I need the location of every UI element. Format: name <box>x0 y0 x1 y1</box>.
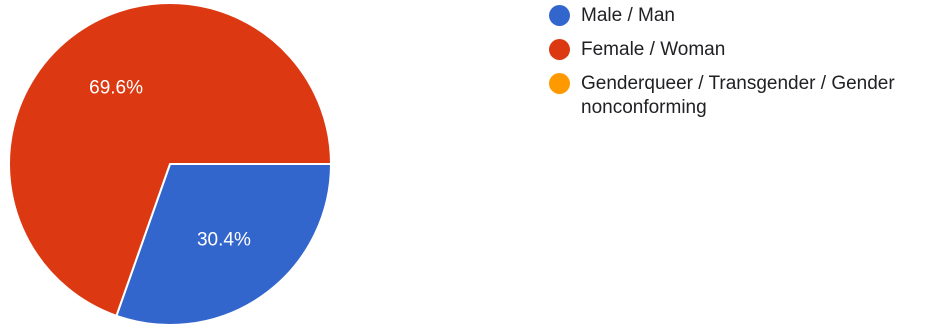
legend-item-female[interactable]: Female / Woman <box>549 38 939 62</box>
legend-swatch-genderqueer <box>549 73 570 94</box>
legend-label-female: Female / Woman <box>581 39 726 60</box>
pie-slice-male[interactable] <box>115 163 332 326</box>
legend: Male / Man Female / Woman Genderqueer / … <box>549 4 939 130</box>
legend-swatch-male <box>549 5 570 26</box>
legend-item-genderqueer[interactable]: Genderqueer / Transgender / Gender nonco… <box>549 72 939 120</box>
legend-swatch-female <box>549 39 570 60</box>
legend-item-male[interactable]: Male / Man <box>549 4 939 28</box>
slice-label-male: 30.4% <box>197 230 251 251</box>
legend-label-male: Male / Man <box>581 5 675 26</box>
pie-slice-female[interactable] <box>8 2 332 317</box>
legend-label-genderqueer: Genderqueer / Transgender / Gender nonco… <box>581 73 895 118</box>
slice-label-female: 69.6% <box>89 77 143 98</box>
